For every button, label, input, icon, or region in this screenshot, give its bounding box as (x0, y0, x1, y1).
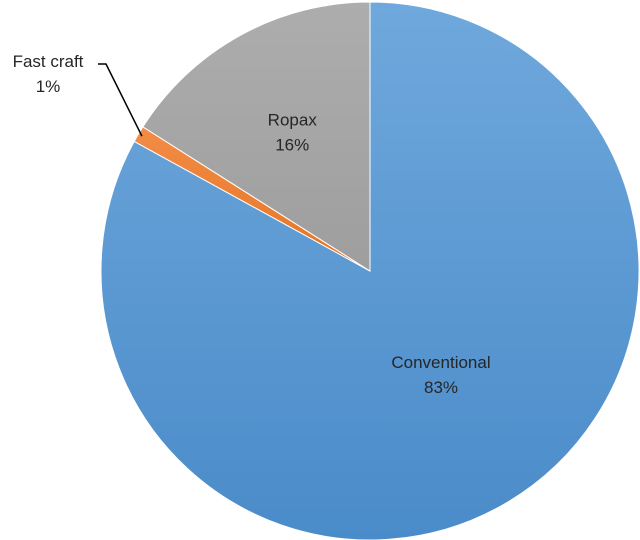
slice-category-label-fast-craft: Fast craft (13, 52, 84, 71)
slice-value-label-fast-craft: 1% (36, 77, 61, 96)
leader-line-fast-craft (98, 63, 143, 137)
slice-value-label-conventional: 83% (424, 378, 458, 397)
slice-category-label-ropax: Ropax (268, 111, 318, 130)
pie-slice-ropax (142, 1, 371, 272)
slice-category-label-conventional: Conventional (391, 353, 490, 372)
slice-value-label-ropax: 16% (275, 136, 309, 155)
